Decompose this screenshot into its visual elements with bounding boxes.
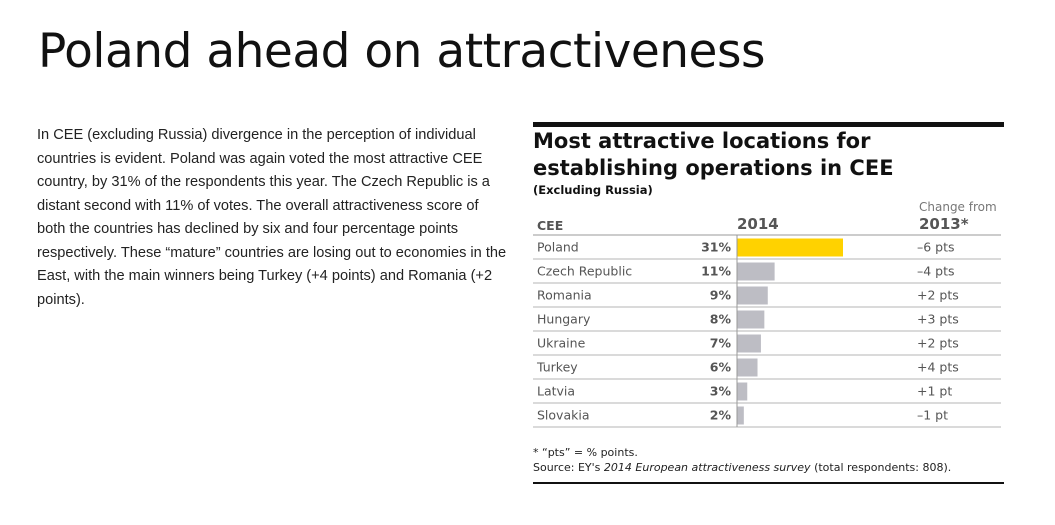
page-title: Poland ahead on attractiveness bbox=[38, 24, 765, 79]
column-header-change-line1: Change from bbox=[919, 200, 997, 214]
column-header-year: 2014 bbox=[737, 215, 779, 233]
value-label-latvia: 3% bbox=[710, 384, 732, 399]
change-label-czech-republic: –4 pts bbox=[917, 264, 955, 279]
column-header-country: CEE bbox=[537, 218, 564, 233]
source-title: 2014 European attractiveness survey bbox=[603, 461, 811, 474]
chart-top-rule bbox=[533, 122, 1004, 127]
category-label-slovakia: Slovakia bbox=[537, 408, 589, 423]
bar-czech-republic bbox=[737, 262, 775, 281]
category-label-ukraine: Ukraine bbox=[537, 336, 586, 351]
value-label-hungary: 8% bbox=[710, 312, 732, 327]
bar-slovakia bbox=[737, 406, 744, 425]
value-label-ukraine: 7% bbox=[710, 336, 732, 351]
value-label-slovakia: 2% bbox=[710, 408, 732, 423]
chart-title: Most attractive locations for establishi… bbox=[533, 129, 894, 180]
chart-subtitle: (Excluding Russia) bbox=[533, 183, 653, 197]
bar-latvia bbox=[737, 382, 748, 401]
category-label-hungary: Hungary bbox=[537, 312, 591, 327]
bar-poland bbox=[737, 238, 843, 257]
bar-chart: Poland 31% –6 pts Czech Republic 11% –4 pts Ro… bbox=[533, 234, 1001, 428]
source-line: Source: EY's 2014 European attractivenes… bbox=[533, 460, 1004, 475]
bar-hungary bbox=[737, 310, 765, 329]
category-label-czech-republic: Czech Republic bbox=[537, 264, 632, 279]
bar-turkey bbox=[737, 358, 758, 377]
category-label-romania: Romania bbox=[537, 288, 592, 303]
chart-bottom-rule bbox=[533, 482, 1004, 484]
change-label-ukraine: +2 pts bbox=[917, 336, 959, 351]
footnote-pts: * “pts” = % points. bbox=[533, 446, 638, 459]
value-label-czech-republic: 11% bbox=[701, 264, 731, 279]
value-label-romania: 9% bbox=[710, 288, 732, 303]
value-label-poland: 31% bbox=[701, 240, 731, 255]
value-label-turkey: 6% bbox=[710, 360, 732, 375]
source-prefix: Source: EY's bbox=[533, 461, 604, 474]
change-label-latvia: +1 pt bbox=[917, 384, 952, 399]
bar-romania bbox=[737, 286, 768, 305]
change-label-slovakia: –1 pt bbox=[917, 408, 948, 423]
category-label-poland: Poland bbox=[537, 240, 579, 255]
change-label-hungary: +3 pts bbox=[917, 312, 959, 327]
column-header-change-line2: 2013* bbox=[919, 215, 969, 233]
change-label-turkey: +4 pts bbox=[917, 360, 959, 375]
chart-panel: Most attractive locations for establishi… bbox=[533, 122, 1004, 484]
body-paragraph: In CEE (excluding Russia) divergence in … bbox=[37, 127, 507, 308]
change-label-romania: +2 pts bbox=[917, 288, 959, 303]
bar-ukraine bbox=[737, 334, 761, 353]
category-label-latvia: Latvia bbox=[537, 384, 575, 399]
change-label-poland: –6 pts bbox=[917, 240, 955, 255]
chart-footnote: * “pts” = % points. Source: EY's 2014 Eu… bbox=[533, 445, 1004, 475]
source-suffix: (total respondents: 808). bbox=[810, 461, 952, 474]
category-label-turkey: Turkey bbox=[536, 360, 578, 375]
